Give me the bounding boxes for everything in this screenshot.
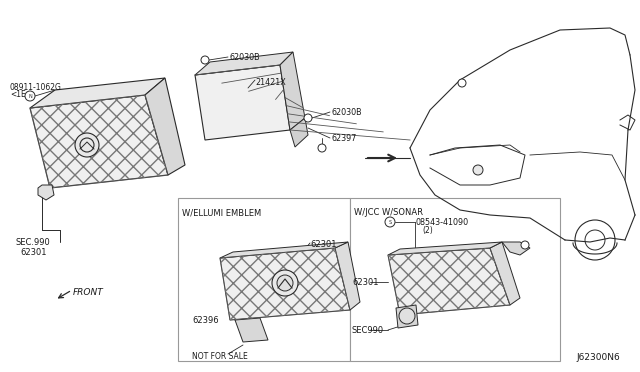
- Circle shape: [272, 270, 298, 296]
- Circle shape: [80, 138, 94, 152]
- Polygon shape: [195, 52, 293, 75]
- Polygon shape: [145, 78, 185, 175]
- Text: W/JCC W/SONAR: W/JCC W/SONAR: [354, 208, 423, 217]
- Circle shape: [75, 133, 99, 157]
- Text: 62301: 62301: [310, 240, 337, 249]
- Text: 62301: 62301: [20, 248, 47, 257]
- Text: 62030B: 62030B: [229, 53, 260, 62]
- Polygon shape: [290, 118, 308, 147]
- Circle shape: [399, 308, 415, 324]
- Circle shape: [201, 56, 209, 64]
- Polygon shape: [220, 242, 348, 258]
- Polygon shape: [502, 242, 530, 255]
- Text: N: N: [28, 93, 32, 99]
- Polygon shape: [30, 78, 165, 108]
- Polygon shape: [388, 242, 502, 255]
- Text: 21421X: 21421X: [255, 78, 285, 87]
- Text: 62396: 62396: [192, 316, 219, 325]
- Text: 62030B: 62030B: [331, 108, 362, 117]
- Text: 08543-41090: 08543-41090: [416, 218, 469, 227]
- Polygon shape: [38, 185, 54, 200]
- Polygon shape: [335, 242, 360, 310]
- Text: W/ELLUMI EMBLEM: W/ELLUMI EMBLEM: [182, 208, 261, 217]
- Circle shape: [473, 165, 483, 175]
- Polygon shape: [396, 305, 418, 328]
- Polygon shape: [388, 248, 510, 315]
- Text: 08911-1062G: 08911-1062G: [10, 83, 62, 92]
- Text: SEC.990: SEC.990: [15, 238, 50, 247]
- Polygon shape: [280, 52, 305, 130]
- Circle shape: [25, 91, 35, 101]
- Bar: [350, 198, 560, 361]
- Circle shape: [304, 114, 312, 122]
- Text: NOT FOR SALE: NOT FOR SALE: [192, 352, 248, 361]
- Circle shape: [521, 241, 529, 249]
- Text: <1E>: <1E>: [10, 90, 32, 99]
- Circle shape: [458, 79, 466, 87]
- Text: SEC990: SEC990: [352, 326, 384, 335]
- Circle shape: [277, 275, 293, 291]
- Circle shape: [318, 144, 326, 152]
- Bar: [178, 198, 350, 361]
- Text: 62397: 62397: [331, 134, 356, 143]
- Text: S: S: [388, 219, 392, 224]
- Circle shape: [385, 217, 395, 227]
- Text: FRONT: FRONT: [73, 288, 104, 297]
- Polygon shape: [195, 65, 290, 140]
- Polygon shape: [30, 95, 168, 188]
- Text: 62301: 62301: [352, 278, 378, 287]
- Polygon shape: [220, 248, 350, 320]
- Text: (2): (2): [422, 226, 433, 235]
- Text: J62300N6: J62300N6: [576, 353, 620, 362]
- Polygon shape: [490, 242, 520, 305]
- Polygon shape: [235, 318, 268, 342]
